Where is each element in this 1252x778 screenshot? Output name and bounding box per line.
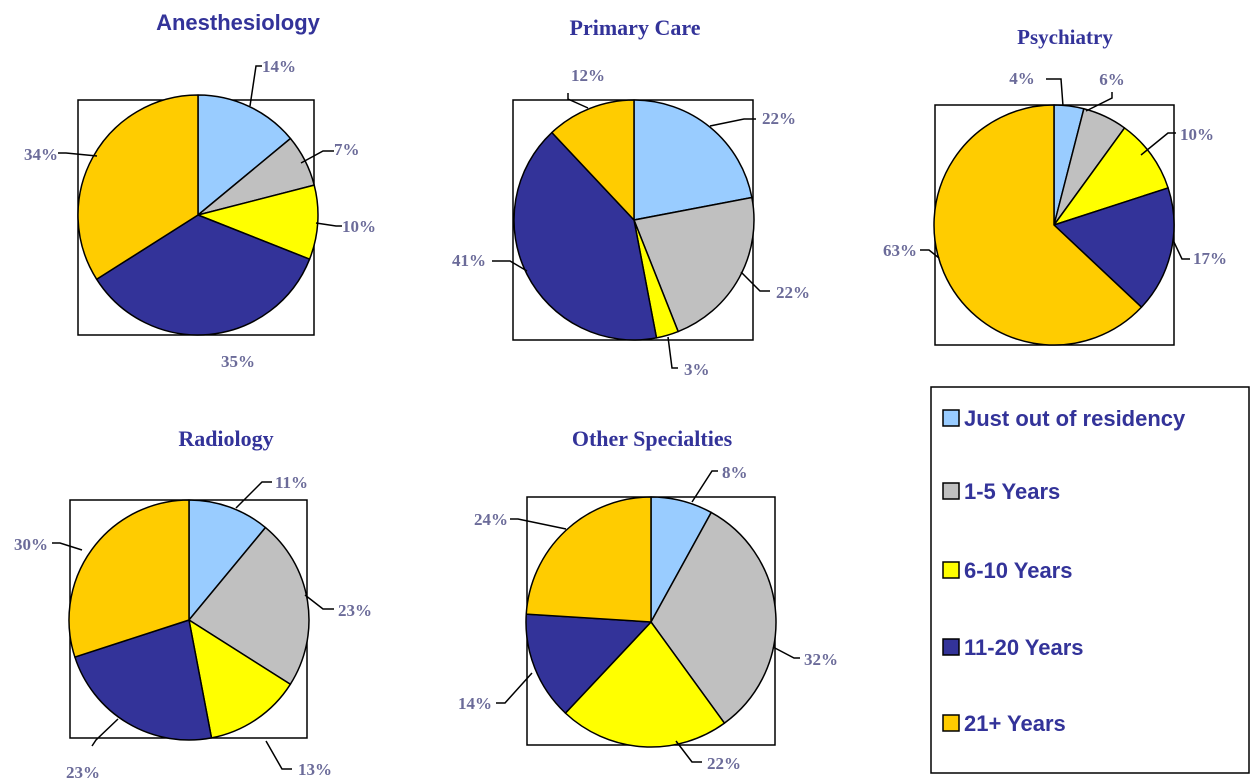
slice-percent-label: 32% [804,650,838,669]
leader-line [492,260,528,272]
pie-chart-psychiatry: Psychiatry 4% 6% 10% 17% 63% [883,25,1227,346]
legend: Just out of residency 1-5 Years 6-10 Years… [930,386,1250,774]
slice-percent-label: 8% [722,463,748,482]
slice-percent-label: 6% [1099,70,1125,89]
pie-slice [650,511,777,724]
slice-percent-label: 63% [883,241,917,260]
legend-swatch [942,561,960,579]
pie-slice [551,99,635,221]
pie-slice [633,196,755,333]
leader-line [1046,78,1064,107]
slice-percent-label: 10% [1180,125,1214,144]
pie-slice [188,499,267,621]
pie-slice [188,619,292,739]
slice-percent-label: 23% [338,601,372,620]
legend-box [930,386,1250,774]
pie-slice [188,526,310,686]
slice-percent-label: 30% [14,535,48,554]
leader-line [265,740,292,770]
pie-slice [77,94,199,281]
slice-percent-label: 24% [474,510,508,529]
pie-chart-anesthesiology: Anesthesiology 14% 7% 10% 35% 34% [24,10,376,371]
slice-percent-label: 11% [275,473,308,492]
legend-label: 11-20 Years [964,635,1084,660]
slice-percent-label: 34% [24,145,58,164]
legend-label: Just out of residency [964,406,1186,431]
pie-slice [68,499,190,658]
leader-line [691,470,718,503]
pie-slice [95,214,311,336]
leader-line [235,481,272,509]
slice-percent-label: 23% [66,763,100,778]
leader-line [300,150,334,164]
legend-swatch [942,409,960,427]
chart-title: Primary Care [570,15,701,40]
pie-slice [197,94,292,216]
slice-percent-label: 35% [221,352,255,371]
slice-percent-label: 22% [762,109,796,128]
pie-slice [513,131,658,341]
pie-slice [1053,127,1169,226]
legend-swatch [942,714,960,732]
pie-slice [933,104,1143,346]
leader-line [315,222,342,227]
slice-percent-label: 14% [458,694,492,713]
pie-slice [525,613,652,714]
leader-line [510,518,567,530]
leader-line [58,152,98,157]
slice-percent-label: 22% [707,754,741,773]
legend-label: 1-5 Years [964,479,1060,504]
legend-swatch [942,638,960,656]
leader-line [667,336,678,369]
chart-title: Anesthesiology [156,10,321,35]
slice-percent-label: 22% [776,283,810,302]
slice-percent-label: 10% [342,217,376,236]
chart-title: Radiology [178,426,273,451]
leader-line [52,542,83,551]
pie-slice [633,99,753,221]
leader-line [1172,239,1190,260]
pie-chart-radiology: Radiology 11% 23% 13% 23% 30% [14,426,372,778]
leader-line [1140,132,1176,156]
leader-line [772,646,800,659]
pie-slice [74,619,213,741]
slice-percent-label: 41% [452,251,486,270]
slice-percent-label: 3% [684,360,710,379]
pie-slice [525,496,652,623]
legend-label: 6-10 Years [964,558,1072,583]
leader-line [740,271,770,292]
pie-chart-other-specialties: Other Specialties 8% 32% 22% 14% 24% [458,426,838,773]
leader-line [91,718,119,747]
slice-percent-label: 12% [571,66,605,85]
leader-line [567,93,589,109]
leader-line [920,249,940,259]
leader-line [496,672,533,704]
pie-slice [1053,187,1175,308]
legend-swatch [942,482,960,500]
leader-line [675,740,702,763]
slice-percent-label: 7% [334,140,360,159]
leader-line [709,118,756,127]
slice-percent-label: 4% [1009,69,1035,88]
slice-percent-label: 13% [298,760,332,778]
chart-title: Psychiatry [1017,25,1113,49]
pie-chart-primary-care: Primary Care 22% 22% 3% 41% 12% [452,15,810,379]
legend-label: 21+ Years [964,711,1066,736]
leader-line [304,594,334,610]
chart-title: Other Specialties [572,426,733,451]
leader-line [1085,92,1113,112]
slice-percent-label: 17% [1193,249,1227,268]
slice-percent-label: 14% [262,57,296,76]
pie-slice [564,621,726,748]
leader-line [249,65,262,107]
